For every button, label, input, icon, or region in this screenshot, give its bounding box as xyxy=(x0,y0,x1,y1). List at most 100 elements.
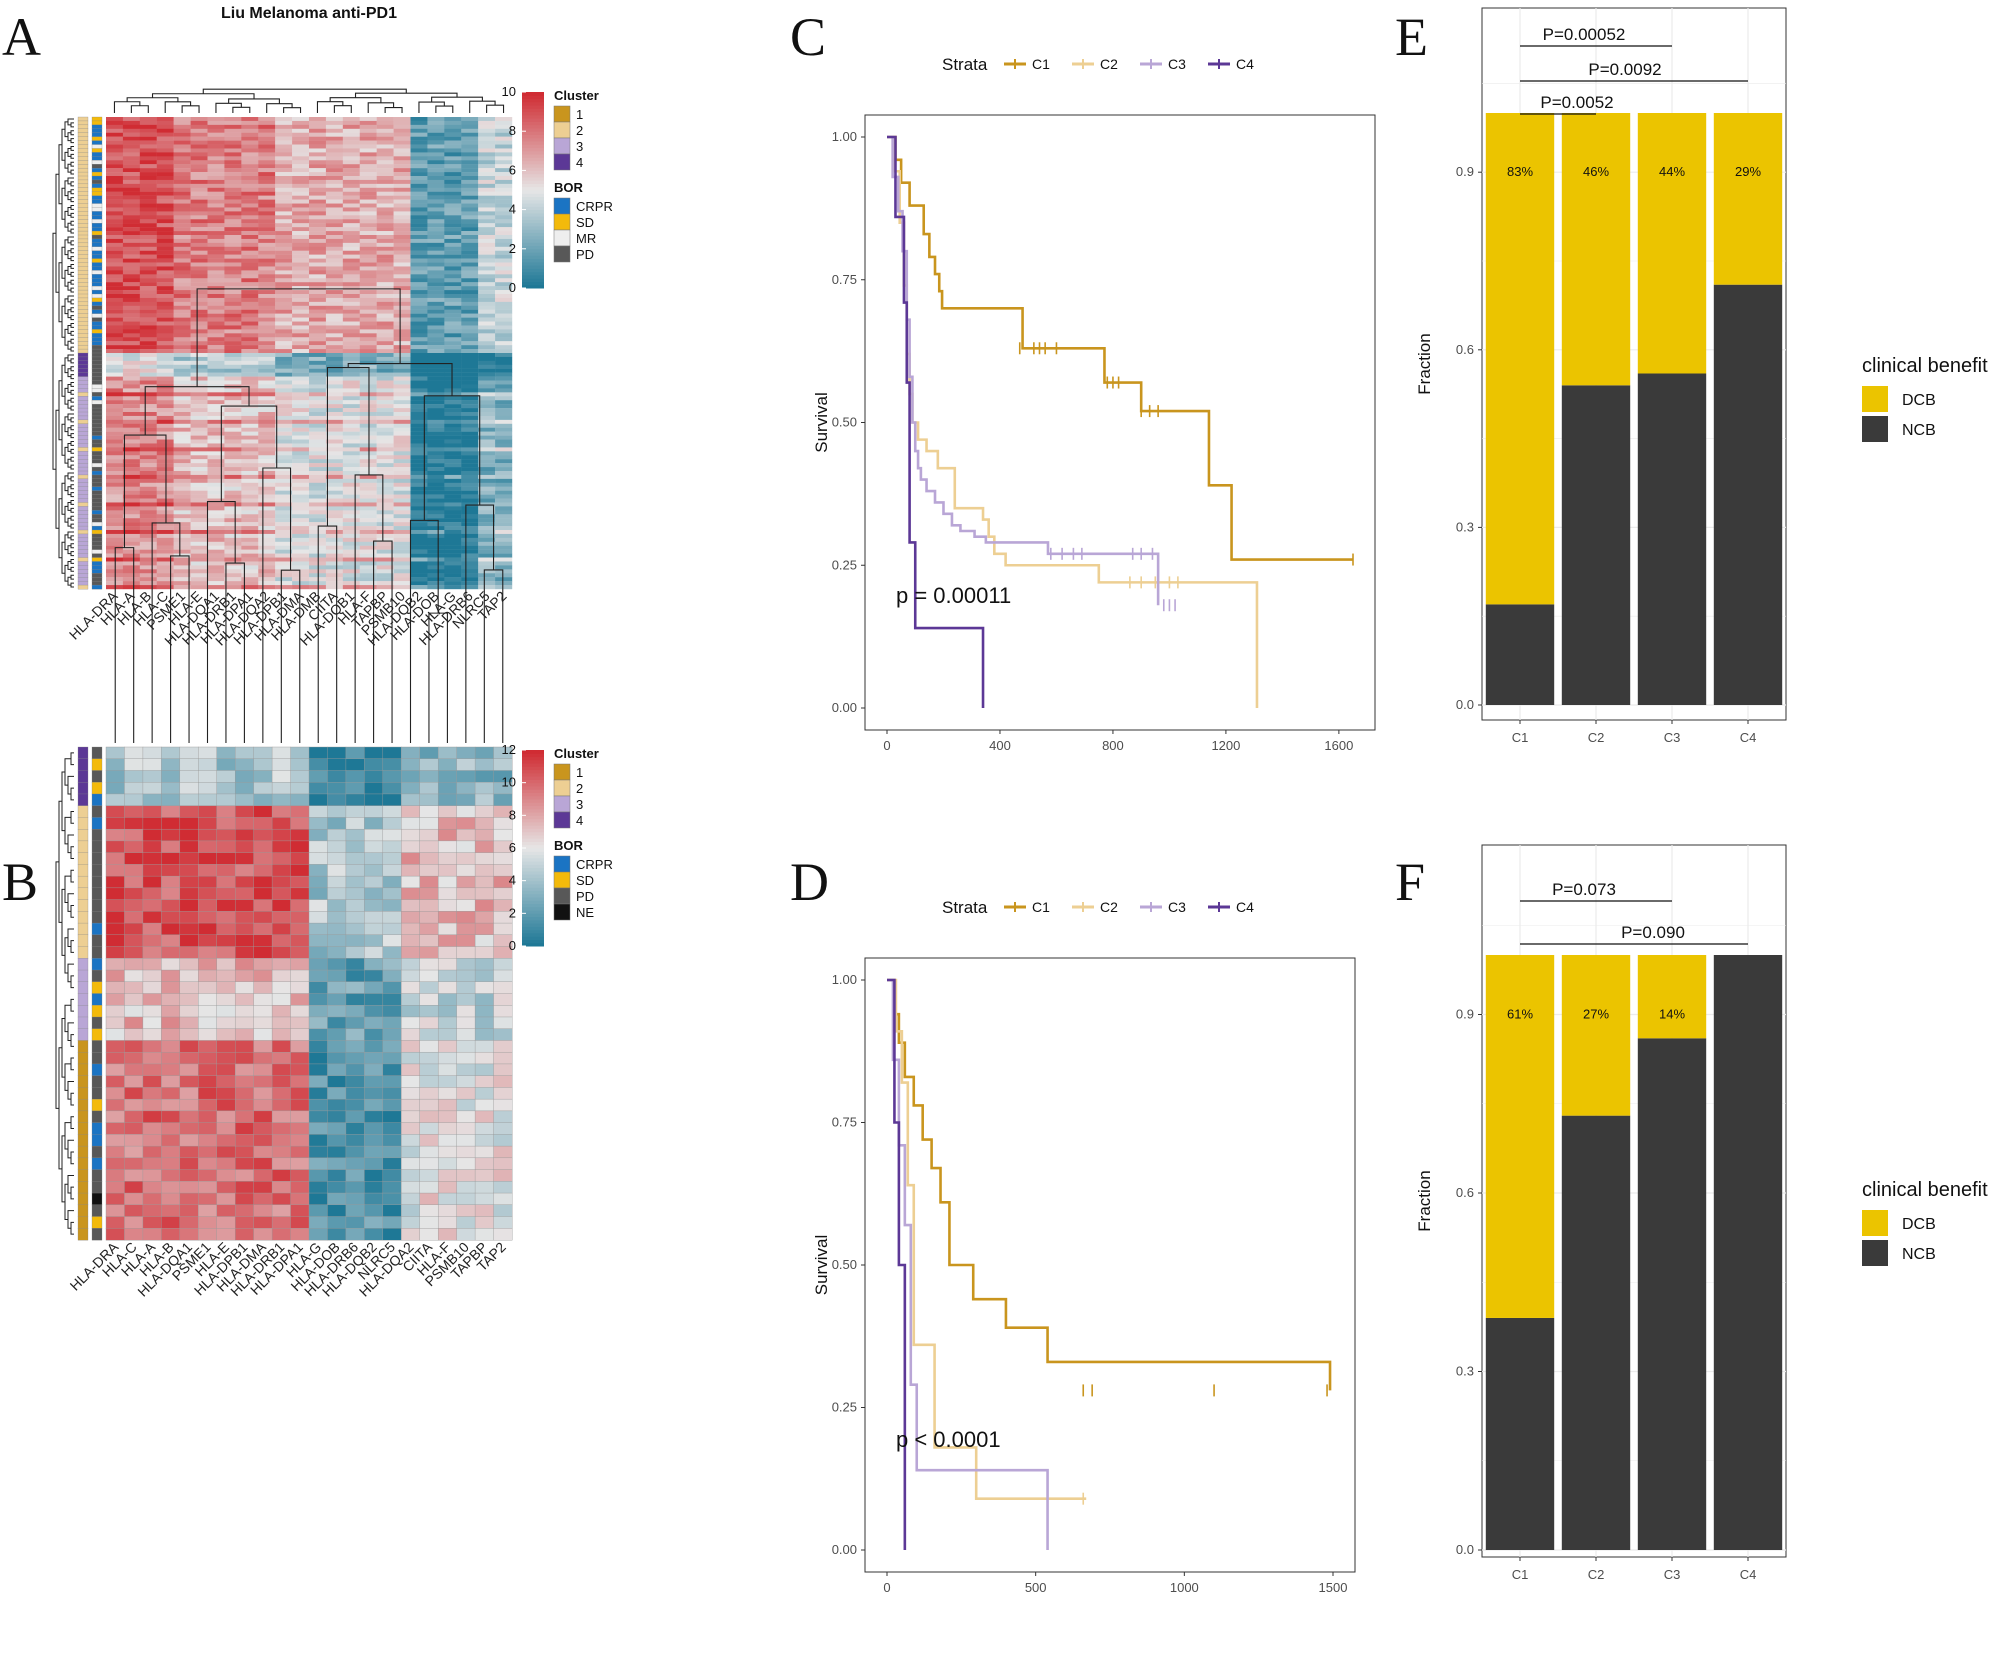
heatmap-cell xyxy=(309,577,327,582)
heatmap-cell xyxy=(292,258,310,263)
heatmap-cell xyxy=(241,168,259,173)
heatmap-cell xyxy=(142,1075,162,1088)
heatmap-cell xyxy=(224,120,242,126)
heatmap-cell xyxy=(342,191,360,196)
column-dendrogram-branch xyxy=(435,105,454,113)
heatmap-cell xyxy=(190,246,208,251)
heatmap-cell xyxy=(198,934,218,947)
y-tick-label: 0.6 xyxy=(1456,342,1474,357)
heatmap-cell xyxy=(478,510,496,515)
heatmap-cell xyxy=(325,443,344,448)
heatmap-cell xyxy=(224,573,242,578)
heatmap-cell xyxy=(161,1087,181,1100)
heatmap-cell xyxy=(275,195,293,200)
bar-dcb xyxy=(1485,113,1555,605)
column-dendrogram-branch xyxy=(469,100,496,113)
heatmap-cell xyxy=(124,1169,144,1182)
heatmap-cell xyxy=(393,148,411,153)
heatmap-cell xyxy=(224,360,242,365)
heatmap-cell xyxy=(292,333,310,338)
colorbar-segment xyxy=(522,278,544,282)
heatmap-cell xyxy=(156,176,174,181)
heatmap-cell xyxy=(275,561,293,566)
heatmap-cell xyxy=(342,132,360,137)
heatmap-cell xyxy=(478,219,496,224)
heatmap-cell xyxy=(290,1204,310,1217)
heatmap-cell xyxy=(156,282,174,287)
heatmap-cell xyxy=(410,242,428,247)
heatmap-cell xyxy=(461,581,479,586)
heatmap-cell xyxy=(161,958,181,971)
heatmap-cell xyxy=(224,337,242,342)
heatmap-cell xyxy=(173,427,191,432)
column-dendrogram-branch xyxy=(483,569,504,743)
heatmap-cell xyxy=(156,270,174,275)
cluster-annotation-cell xyxy=(77,521,89,527)
cluster-annotation-cell xyxy=(77,124,89,130)
heatmap-cell xyxy=(241,309,259,314)
heatmap-cell xyxy=(122,199,141,204)
heatmap-cell xyxy=(456,840,476,854)
heatmap-cell xyxy=(461,246,479,251)
heatmap-cell xyxy=(142,946,162,959)
heatmap-cell xyxy=(190,207,208,212)
cluster-annotation-cell xyxy=(77,459,89,464)
heatmap-cell xyxy=(124,911,144,924)
heatmap-cell xyxy=(376,415,394,421)
heatmap-cell xyxy=(216,1169,236,1182)
heatmap-cell xyxy=(325,565,344,570)
heatmap-cell xyxy=(461,533,479,539)
heatmap-cell xyxy=(275,467,293,472)
heatmap-cell xyxy=(105,946,125,959)
heatmap-cell xyxy=(106,439,124,444)
heatmap-cell xyxy=(376,459,394,464)
heatmap-cell xyxy=(122,498,141,503)
bor-annotation-cell xyxy=(91,415,103,421)
heatmap-cell xyxy=(325,345,344,350)
heatmap-cell xyxy=(382,922,402,936)
heatmap-cell xyxy=(309,313,327,318)
heatmap-cell xyxy=(156,117,174,122)
heatmap-cell xyxy=(139,510,157,515)
colorbar-segment xyxy=(522,782,544,787)
heatmap-cell xyxy=(241,172,259,177)
heatmap-cell xyxy=(410,215,428,220)
heatmap-cell xyxy=(156,254,174,259)
heatmap-cell xyxy=(258,471,276,476)
colorbar-segment xyxy=(522,101,544,106)
heatmap-cell xyxy=(142,1016,162,1030)
heatmap-cell xyxy=(309,132,327,137)
heatmap-cell xyxy=(325,203,344,208)
heatmap-cell xyxy=(292,364,310,369)
bor-legend-label: CRPR xyxy=(576,199,613,214)
strata-legend-label: C3 xyxy=(1168,56,1186,72)
heatmap-cell xyxy=(444,372,462,377)
heatmap-cell xyxy=(173,447,191,452)
colorbar-segment xyxy=(522,785,544,790)
heatmap-cell xyxy=(275,187,293,192)
heatmap-cell xyxy=(224,172,242,177)
row-dendrogram-branch xyxy=(70,169,74,175)
heatmap-cell xyxy=(258,400,276,405)
heatmap-cell xyxy=(139,309,157,314)
heatmap-cell xyxy=(376,522,394,527)
heatmap-cell xyxy=(224,203,242,208)
heatmap-cell xyxy=(342,522,360,527)
heatmap-cell xyxy=(190,573,208,578)
heatmap-cell xyxy=(124,840,144,854)
heatmap-cell xyxy=(427,152,445,157)
colorbar-segment xyxy=(522,137,544,142)
heatmap-cell xyxy=(258,168,276,173)
bor-annotation-cell xyxy=(91,1040,103,1053)
heatmap-cell xyxy=(359,321,377,326)
heatmap-cell xyxy=(410,179,428,185)
heatmap-cell xyxy=(444,227,462,232)
heatmap-cell xyxy=(234,1157,255,1170)
bor-annotation-cell xyxy=(91,348,103,354)
heatmap-cell xyxy=(142,1040,162,1053)
heatmap-cell xyxy=(275,274,293,279)
heatmap-cell xyxy=(173,577,191,582)
cluster-annotation-cell xyxy=(77,372,89,377)
heatmap-cell xyxy=(478,415,496,421)
heatmap-cell xyxy=(345,1051,365,1065)
